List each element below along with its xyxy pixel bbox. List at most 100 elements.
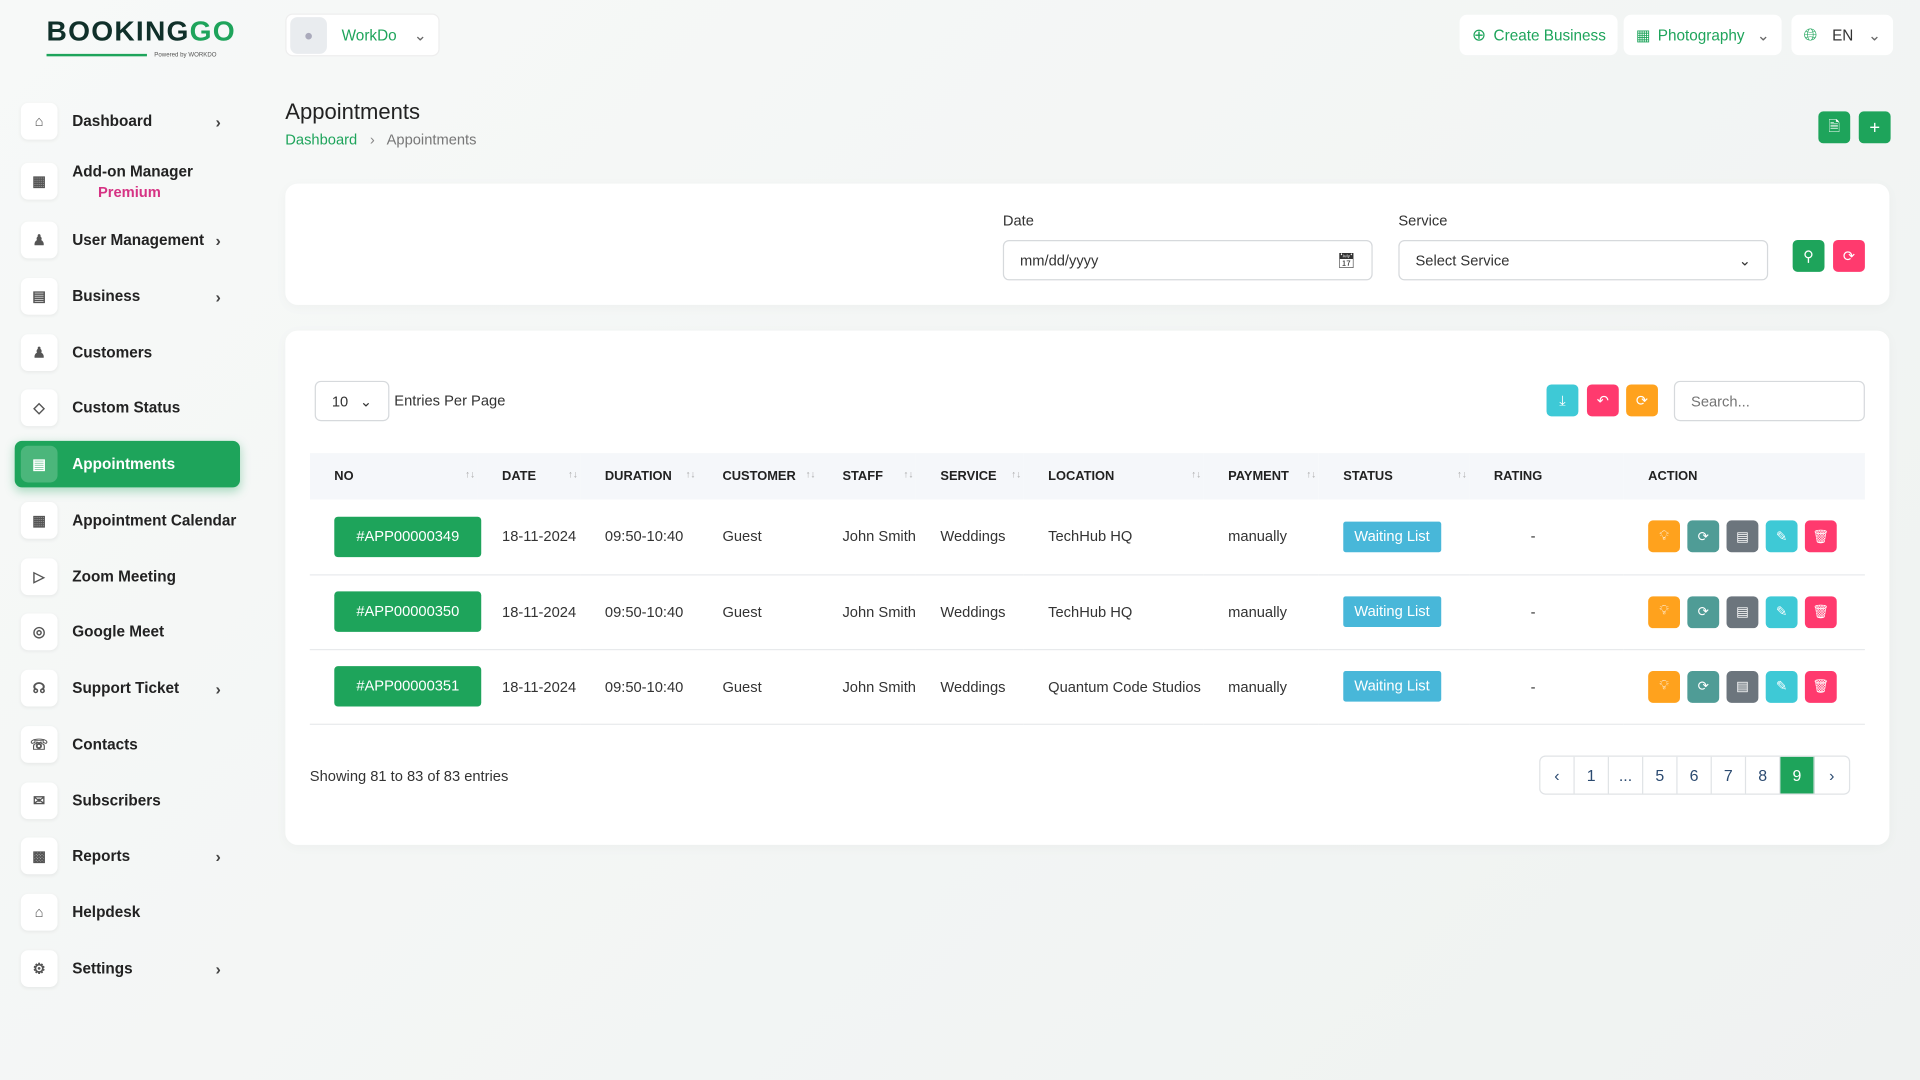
undo-button[interactable]: ↶ — [1586, 384, 1619, 417]
cell-payment: manually — [1203, 648, 1319, 725]
view-button[interactable]: 💡︎ — [1648, 595, 1681, 628]
column-header-staff[interactable]: STAFF ↑↓ — [817, 453, 916, 500]
view-button[interactable]: 💡︎ — [1648, 520, 1681, 553]
page-button[interactable]: 8 — [1746, 756, 1781, 794]
sidebar-item-reports[interactable]: ▩ Reports › — [15, 833, 240, 880]
status-badge: Waiting List — [1343, 521, 1441, 552]
delete-icon: 🗑︎ — [1812, 529, 1830, 545]
column-header-service[interactable]: SERVICE ↑↓ — [915, 453, 1024, 500]
sidebar-item-dashboard[interactable]: ⌂ Dashboard › — [15, 98, 240, 145]
sort-icon: ↑↓ — [568, 468, 578, 481]
sidebar-item-user-management[interactable]: ♟ User Management › — [15, 217, 240, 264]
sidebar-item-custom-status[interactable]: ◇ Custom Status — [15, 384, 240, 431]
cell-rating: - — [1469, 648, 1624, 725]
sidebar-item-subscribers[interactable]: ✉ Subscribers — [15, 778, 240, 825]
delete-button[interactable]: 🗑︎ — [1804, 670, 1837, 703]
chevron-right-icon: › — [215, 959, 221, 978]
edit-icon: ✎ — [1775, 679, 1788, 695]
appointment-id-button[interactable]: #APP00000350 — [334, 591, 482, 632]
page-button[interactable]: 1 — [1575, 756, 1609, 794]
sync-button[interactable]: ⟳ — [1687, 595, 1720, 628]
chevron-right-icon: › — [215, 230, 221, 250]
status-badge: Waiting List — [1343, 596, 1441, 627]
sidebar-item-zoom-meeting[interactable]: ▷ Zoom Meeting — [15, 553, 240, 600]
page-button[interactable]: 7 — [1712, 756, 1747, 794]
sort-icon: ↑↓ — [685, 468, 696, 481]
appointment-id-button[interactable]: #APP00000349 — [334, 516, 482, 557]
delete-button[interactable]: 🗑︎ — [1804, 520, 1837, 553]
sidebar-item-business[interactable]: ▤ Business › — [15, 273, 240, 320]
page-button[interactable]: 9 — [1780, 756, 1815, 794]
edit-button[interactable]: ✎ — [1765, 595, 1798, 628]
table-row: #APP00000351 18-11-2024 09:50-10:40 Guest Jo… — [309, 648, 1865, 725]
column-header-status[interactable]: STATUS ↑↓ — [1318, 453, 1470, 500]
mail-icon: ✉ — [20, 782, 58, 820]
delete-icon: 🗑︎ — [1812, 604, 1830, 620]
sort-icon: ↑↓ — [1306, 468, 1317, 481]
delete-button[interactable]: 🗑︎ — [1804, 595, 1837, 628]
edit-button[interactable]: ✎ — [1765, 520, 1798, 553]
sidebar-item-support-ticket[interactable]: ☊ Support Ticket › — [15, 665, 240, 712]
export-button[interactable]: 🗎︎ — [1818, 111, 1851, 144]
column-header-location[interactable]: LOCATION ↑↓ — [1023, 453, 1204, 500]
download-button[interactable]: ⤓ — [1546, 384, 1579, 417]
sidebar-item-google-meet[interactable]: ◎ Google Meet — [15, 609, 240, 656]
cell-date: 18-11-2024 — [477, 648, 581, 725]
outlook-icon: ▤ — [1736, 679, 1749, 695]
column-header-date[interactable]: DATE ↑↓ — [477, 453, 581, 500]
entries-label: Entries Per Page — [394, 391, 506, 409]
breadcrumb-dashboard[interactable]: Dashboard — [285, 131, 358, 149]
date-input[interactable]: mm/dd/yyyy 📅︎ — [1002, 240, 1373, 281]
sync-icon: ⟳ — [1697, 529, 1709, 545]
entries-select[interactable]: 10 ⌄ — [314, 380, 390, 422]
filter-card: Date mm/dd/yyyy 📅︎ Service Select Service… — [285, 183, 1890, 305]
page-button[interactable]: 5 — [1643, 756, 1678, 794]
outlook-button[interactable]: ▤ — [1726, 670, 1759, 703]
sidebar-item-appointments[interactable]: ▤ Appointments — [14, 440, 241, 488]
edit-icon: ✎ — [1775, 604, 1788, 620]
next-page-button[interactable]: › — [1829, 765, 1835, 785]
service-select[interactable]: Select Service ⌄ — [1398, 240, 1769, 281]
prev-page-button[interactable]: ‹ — [1540, 756, 1575, 794]
sidebar-item-contacts[interactable]: ☏ Contacts — [15, 721, 240, 768]
workspace-switcher[interactable]: ● WorkDo ⌄ — [285, 13, 441, 57]
sync-button[interactable]: ⟳ — [1687, 670, 1720, 703]
page-button[interactable]: 6 — [1678, 756, 1712, 794]
outlook-button[interactable]: ▤ — [1726, 520, 1759, 553]
entries-info: Showing 81 to 83 of 83 entries — [309, 767, 509, 785]
search-button[interactable]: ⚲ — [1792, 240, 1825, 272]
chevron-down-icon: ⌄ — [413, 26, 427, 45]
plus-icon: + — [1869, 116, 1881, 138]
download-icon: ⤓ — [1559, 391, 1566, 409]
create-business-button[interactable]: ⊕ Create Business — [1459, 14, 1619, 56]
language-dropdown[interactable]: 🌐︎ EN ⌄ — [1791, 14, 1894, 56]
undo-icon: ↶ — [1596, 391, 1610, 409]
sidebar-item-add-on-manager[interactable]: ▦ Add-on Manager Premium — [15, 153, 240, 209]
sidebar-item-customers[interactable]: ♟ Customers — [15, 329, 240, 376]
view-button[interactable]: 💡︎ — [1648, 670, 1681, 703]
outlook-button[interactable]: ▤ — [1726, 595, 1759, 628]
reset-button[interactable]: ⟳ — [1833, 240, 1865, 272]
sidebar-item-settings[interactable]: ⚙ Settings › — [15, 945, 240, 992]
search-icon: ⚲ — [1803, 247, 1814, 265]
add-appointment-button[interactable]: + — [1858, 111, 1891, 144]
sidebar-item-appointment-calendar[interactable]: ▦ Appointment Calendar — [15, 497, 240, 544]
gear-icon: ⚙ — [20, 950, 58, 987]
column-header-duration[interactable]: DURATION ↑↓ — [580, 453, 698, 500]
search-input[interactable] — [1673, 380, 1865, 422]
view-icon: 💡︎ — [1659, 603, 1669, 619]
helpdesk-icon: ⌂ — [20, 893, 58, 931]
calendar-icon: 📅︎ — [1336, 251, 1356, 269]
phone-icon: ☏ — [20, 726, 58, 763]
appointment-id-button[interactable]: #APP00000351 — [334, 666, 482, 707]
column-header-customer[interactable]: CUSTOMER ↑↓ — [697, 453, 818, 500]
sidebar-item-helpdesk[interactable]: ⌂ Helpdesk — [15, 889, 240, 936]
business-type-dropdown[interactable]: ▦ Photography ⌄ — [1623, 14, 1782, 56]
column-header-payment[interactable]: PAYMENT ↑↓ — [1203, 453, 1319, 500]
edit-button[interactable]: ✎ — [1765, 670, 1798, 703]
reload-button[interactable]: ⟳ — [1626, 384, 1658, 417]
calendar-icon: ▦ — [20, 502, 58, 539]
file-download-icon: 🗎︎ — [1828, 116, 1841, 135]
sync-button[interactable]: ⟳ — [1687, 520, 1720, 553]
column-header-no[interactable]: NO ↑↓ — [309, 453, 478, 500]
